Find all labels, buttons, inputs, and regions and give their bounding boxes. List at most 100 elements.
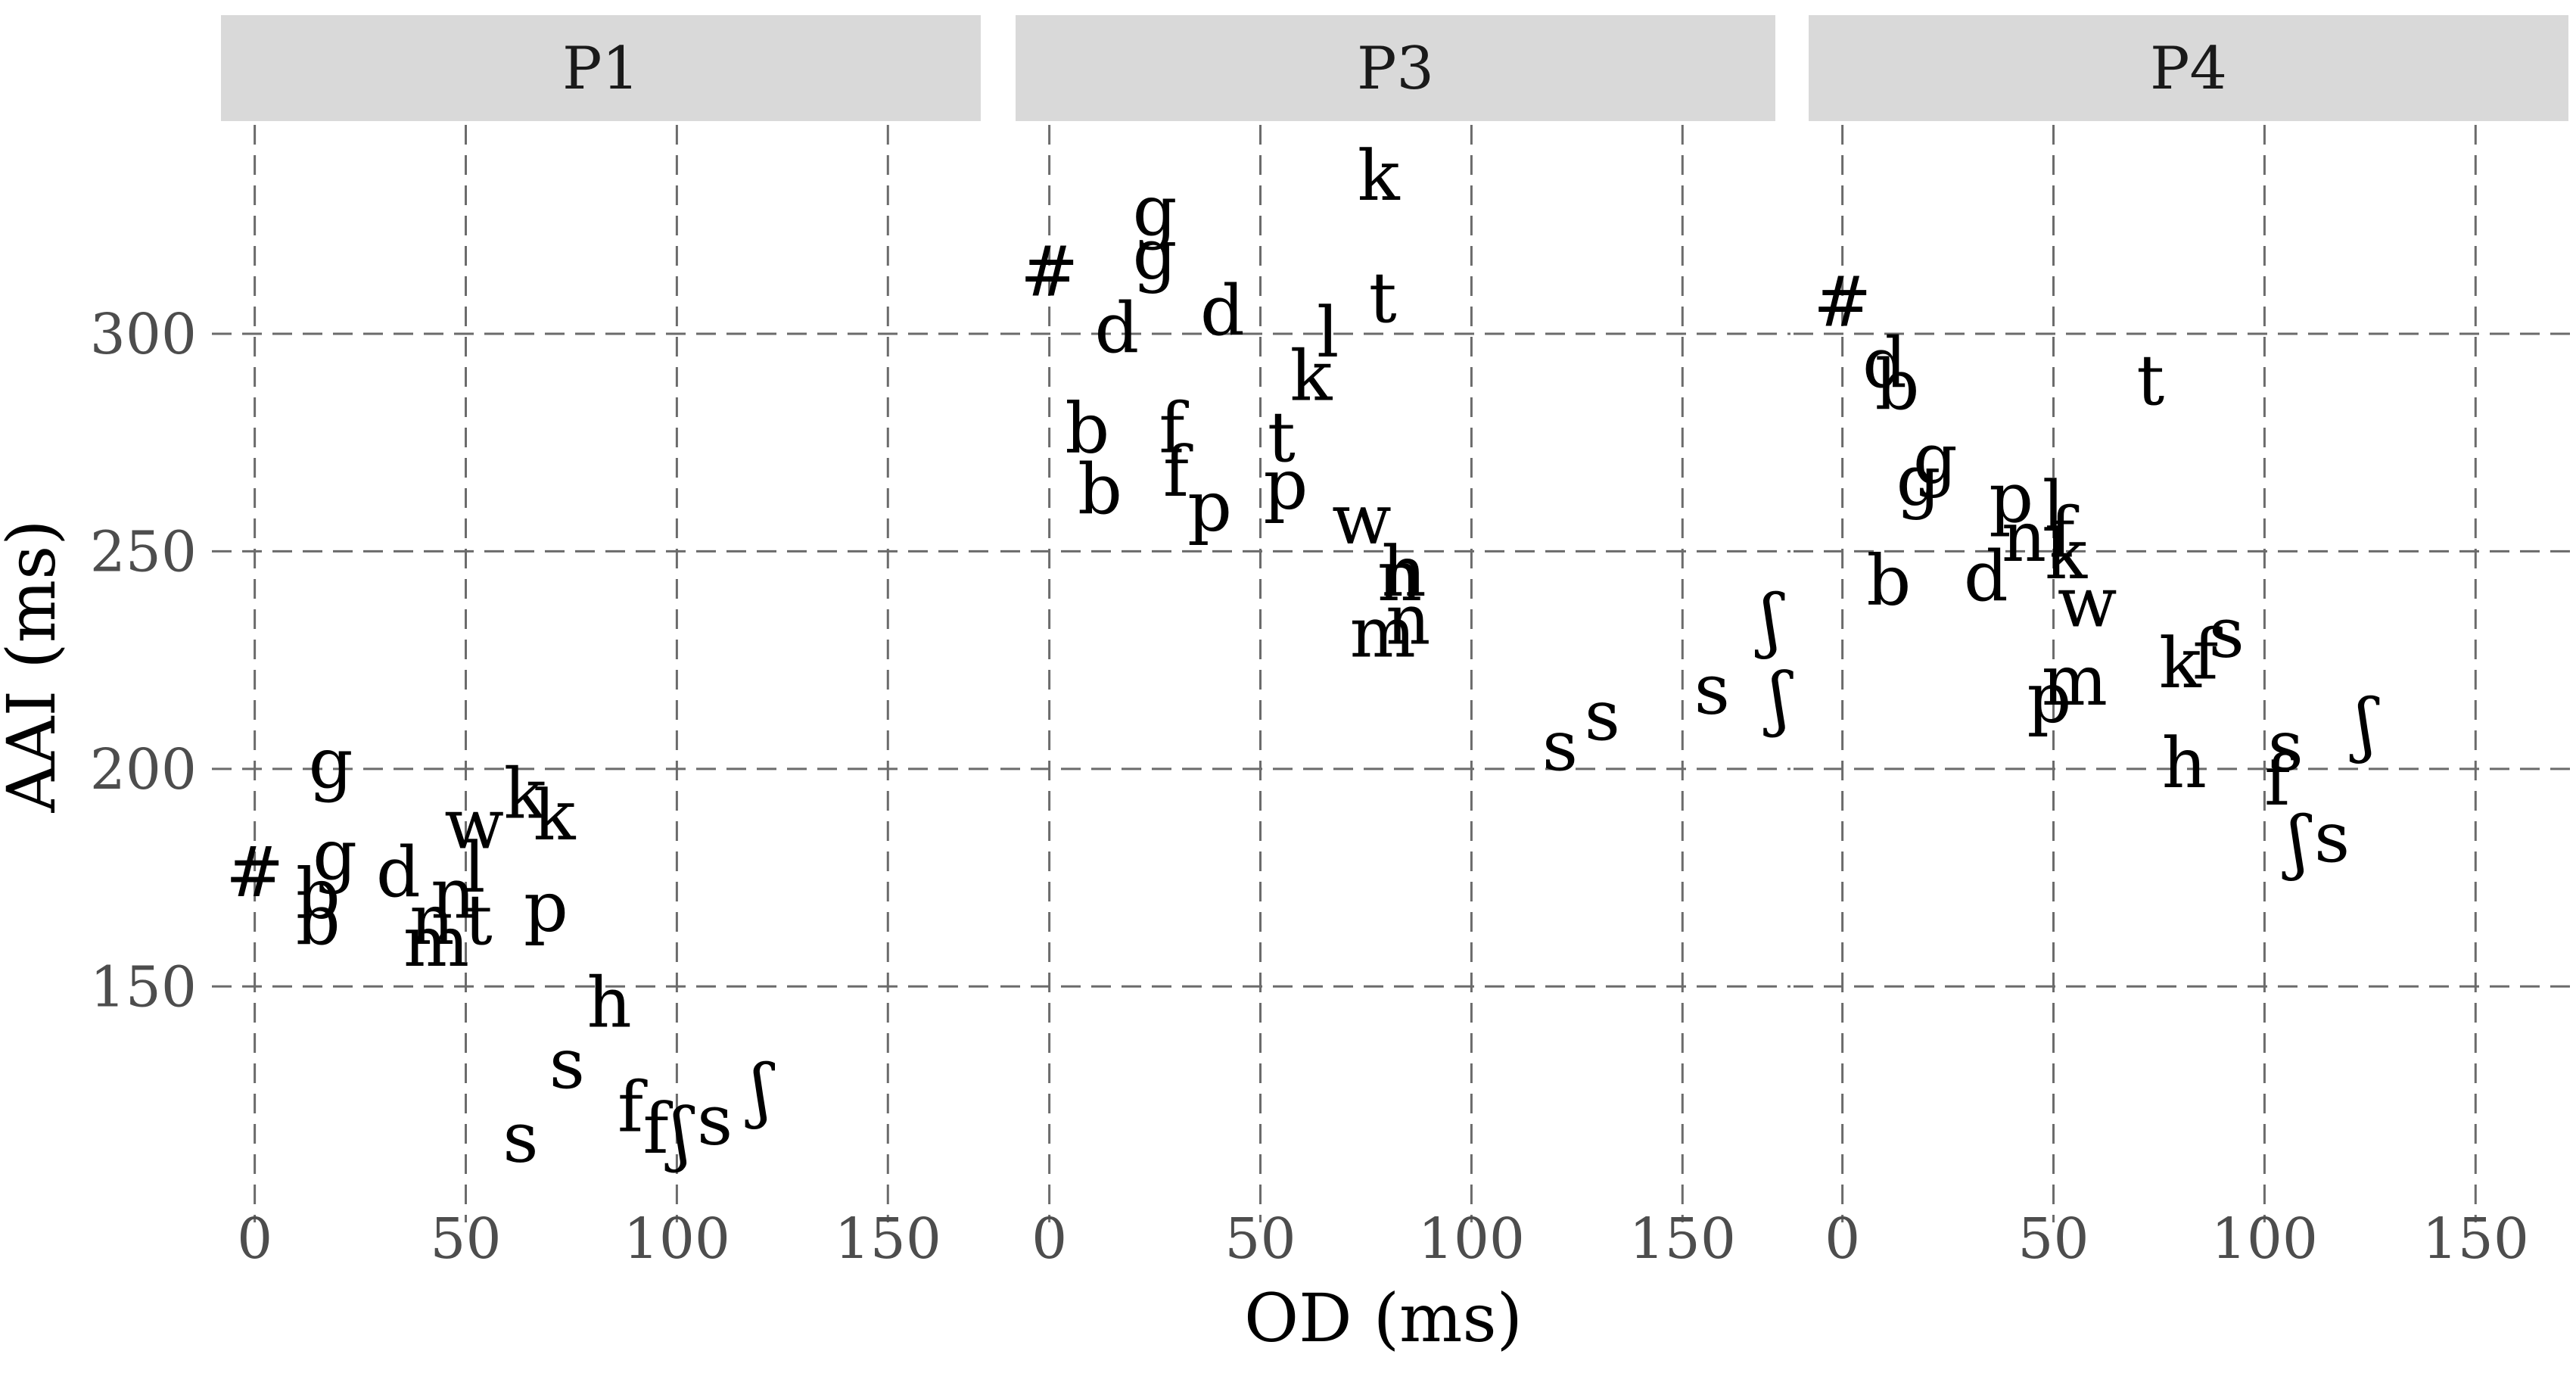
point-label: s (2268, 705, 2304, 786)
x-tick-label: 100 (1418, 1206, 1525, 1272)
point-label: f (2049, 492, 2080, 573)
facet-strip-label: P3 (1357, 35, 1434, 103)
point-label: s (697, 1080, 733, 1161)
point-label: b (296, 854, 341, 935)
point-label: b (1065, 388, 1109, 469)
point-label: l (2042, 466, 2064, 547)
x-tick-label: 50 (1224, 1206, 1296, 1272)
point-label: k (504, 753, 547, 834)
point-label: n (431, 854, 475, 935)
x-tick-label: 0 (1825, 1206, 1860, 1272)
point-label: g (1913, 419, 1958, 500)
point-label: t (465, 880, 493, 960)
point-label: n (409, 880, 454, 960)
point-label: m (2042, 640, 2108, 721)
x-tick-label: 100 (624, 1206, 730, 1272)
point-label: l (1317, 292, 1339, 373)
x-tick-label: 150 (835, 1206, 941, 1272)
point-label: h (1382, 531, 1426, 612)
point-label: n (1377, 536, 1422, 617)
point-label: g (313, 814, 357, 895)
point-label: k (2045, 514, 2088, 595)
point-label: k (2159, 623, 2202, 704)
x-tick-label: 150 (2422, 1206, 2529, 1272)
point-label: f (1163, 431, 1193, 512)
point-label: g (1133, 213, 1178, 294)
point-label: ʃ (664, 1093, 695, 1174)
point-label: s (1694, 649, 1730, 730)
point-label: ʃ (2350, 683, 2380, 764)
y-tick-label: 200 (90, 737, 197, 802)
point-label: p (2027, 658, 2071, 739)
point-label: f (618, 1066, 648, 1147)
point-label: b (1867, 540, 1912, 621)
point-label: s (1542, 705, 1578, 786)
x-tick-label: 50 (430, 1206, 501, 1272)
point-label: ʃ (1755, 579, 1785, 660)
point-label: s (502, 1097, 538, 1178)
point-label: p (1187, 466, 1232, 547)
point-label: g (309, 723, 353, 804)
point-label: s (2314, 797, 2350, 878)
point-label: f (1159, 388, 1189, 469)
point-label: b (1078, 449, 1122, 530)
point-label: ʃ (1763, 658, 1794, 739)
point-label: s (1585, 675, 1620, 756)
point-label: k (1290, 335, 1333, 416)
point-label: # (1020, 231, 1078, 312)
point-label: # (226, 832, 284, 913)
point-label: m (403, 901, 469, 982)
y-tick-label: 250 (90, 519, 197, 584)
x-tick-label: 0 (1031, 1206, 1067, 1272)
point-label: p (1264, 444, 1308, 525)
point-label: # (1813, 262, 1871, 343)
point-label: b (296, 880, 341, 960)
point-label: p (1989, 457, 2033, 538)
x-tick-label: 0 (237, 1206, 272, 1272)
point-label: s (2209, 593, 2245, 674)
y-tick-label: 150 (90, 954, 197, 1020)
point-label: k (534, 775, 577, 856)
point-label: d (1200, 270, 1245, 351)
y-axis-title: AAI (ms) (0, 519, 70, 813)
point-label: n (2002, 497, 2046, 578)
point-label: t (1369, 257, 1397, 338)
point-label: p (524, 867, 568, 948)
point-label: l (463, 827, 485, 908)
x-tick-label: 50 (2018, 1206, 2089, 1272)
x-tick-label: 150 (1629, 1206, 1736, 1272)
x-axis-title: OD (ms) (1244, 1279, 1523, 1357)
point-label: g (1896, 440, 1941, 521)
point-label: g (1133, 170, 1178, 251)
point-label: ʃ (745, 1049, 775, 1130)
point-label: t (2136, 340, 2164, 421)
point-label: d (376, 832, 421, 913)
point-label: f (2192, 614, 2223, 695)
facet-strip (1016, 15, 1775, 121)
point-label: h (2162, 723, 2207, 804)
point-label: d (1964, 536, 2008, 617)
point-label: n (1386, 579, 1430, 660)
point-label: h (587, 962, 632, 1043)
x-tick-label: 100 (2211, 1206, 2318, 1272)
facet-strip (221, 15, 981, 121)
facet-strip (1809, 15, 2568, 121)
point-label: m (1350, 593, 1416, 674)
point-label: d (1094, 288, 1139, 369)
facet-strip-label: P4 (2150, 35, 2227, 103)
point-label: f (2264, 740, 2294, 821)
point-label: k (1358, 135, 1401, 216)
point-label: w (444, 784, 504, 865)
point-label: t (1268, 397, 1296, 478)
point-label: b (1875, 344, 1920, 425)
facet-strip-label: P1 (562, 35, 639, 103)
point-label: w (1332, 479, 1392, 560)
y-tick-label: 300 (90, 302, 197, 367)
point-label: f (642, 1088, 673, 1169)
point-label: s (549, 1023, 585, 1104)
